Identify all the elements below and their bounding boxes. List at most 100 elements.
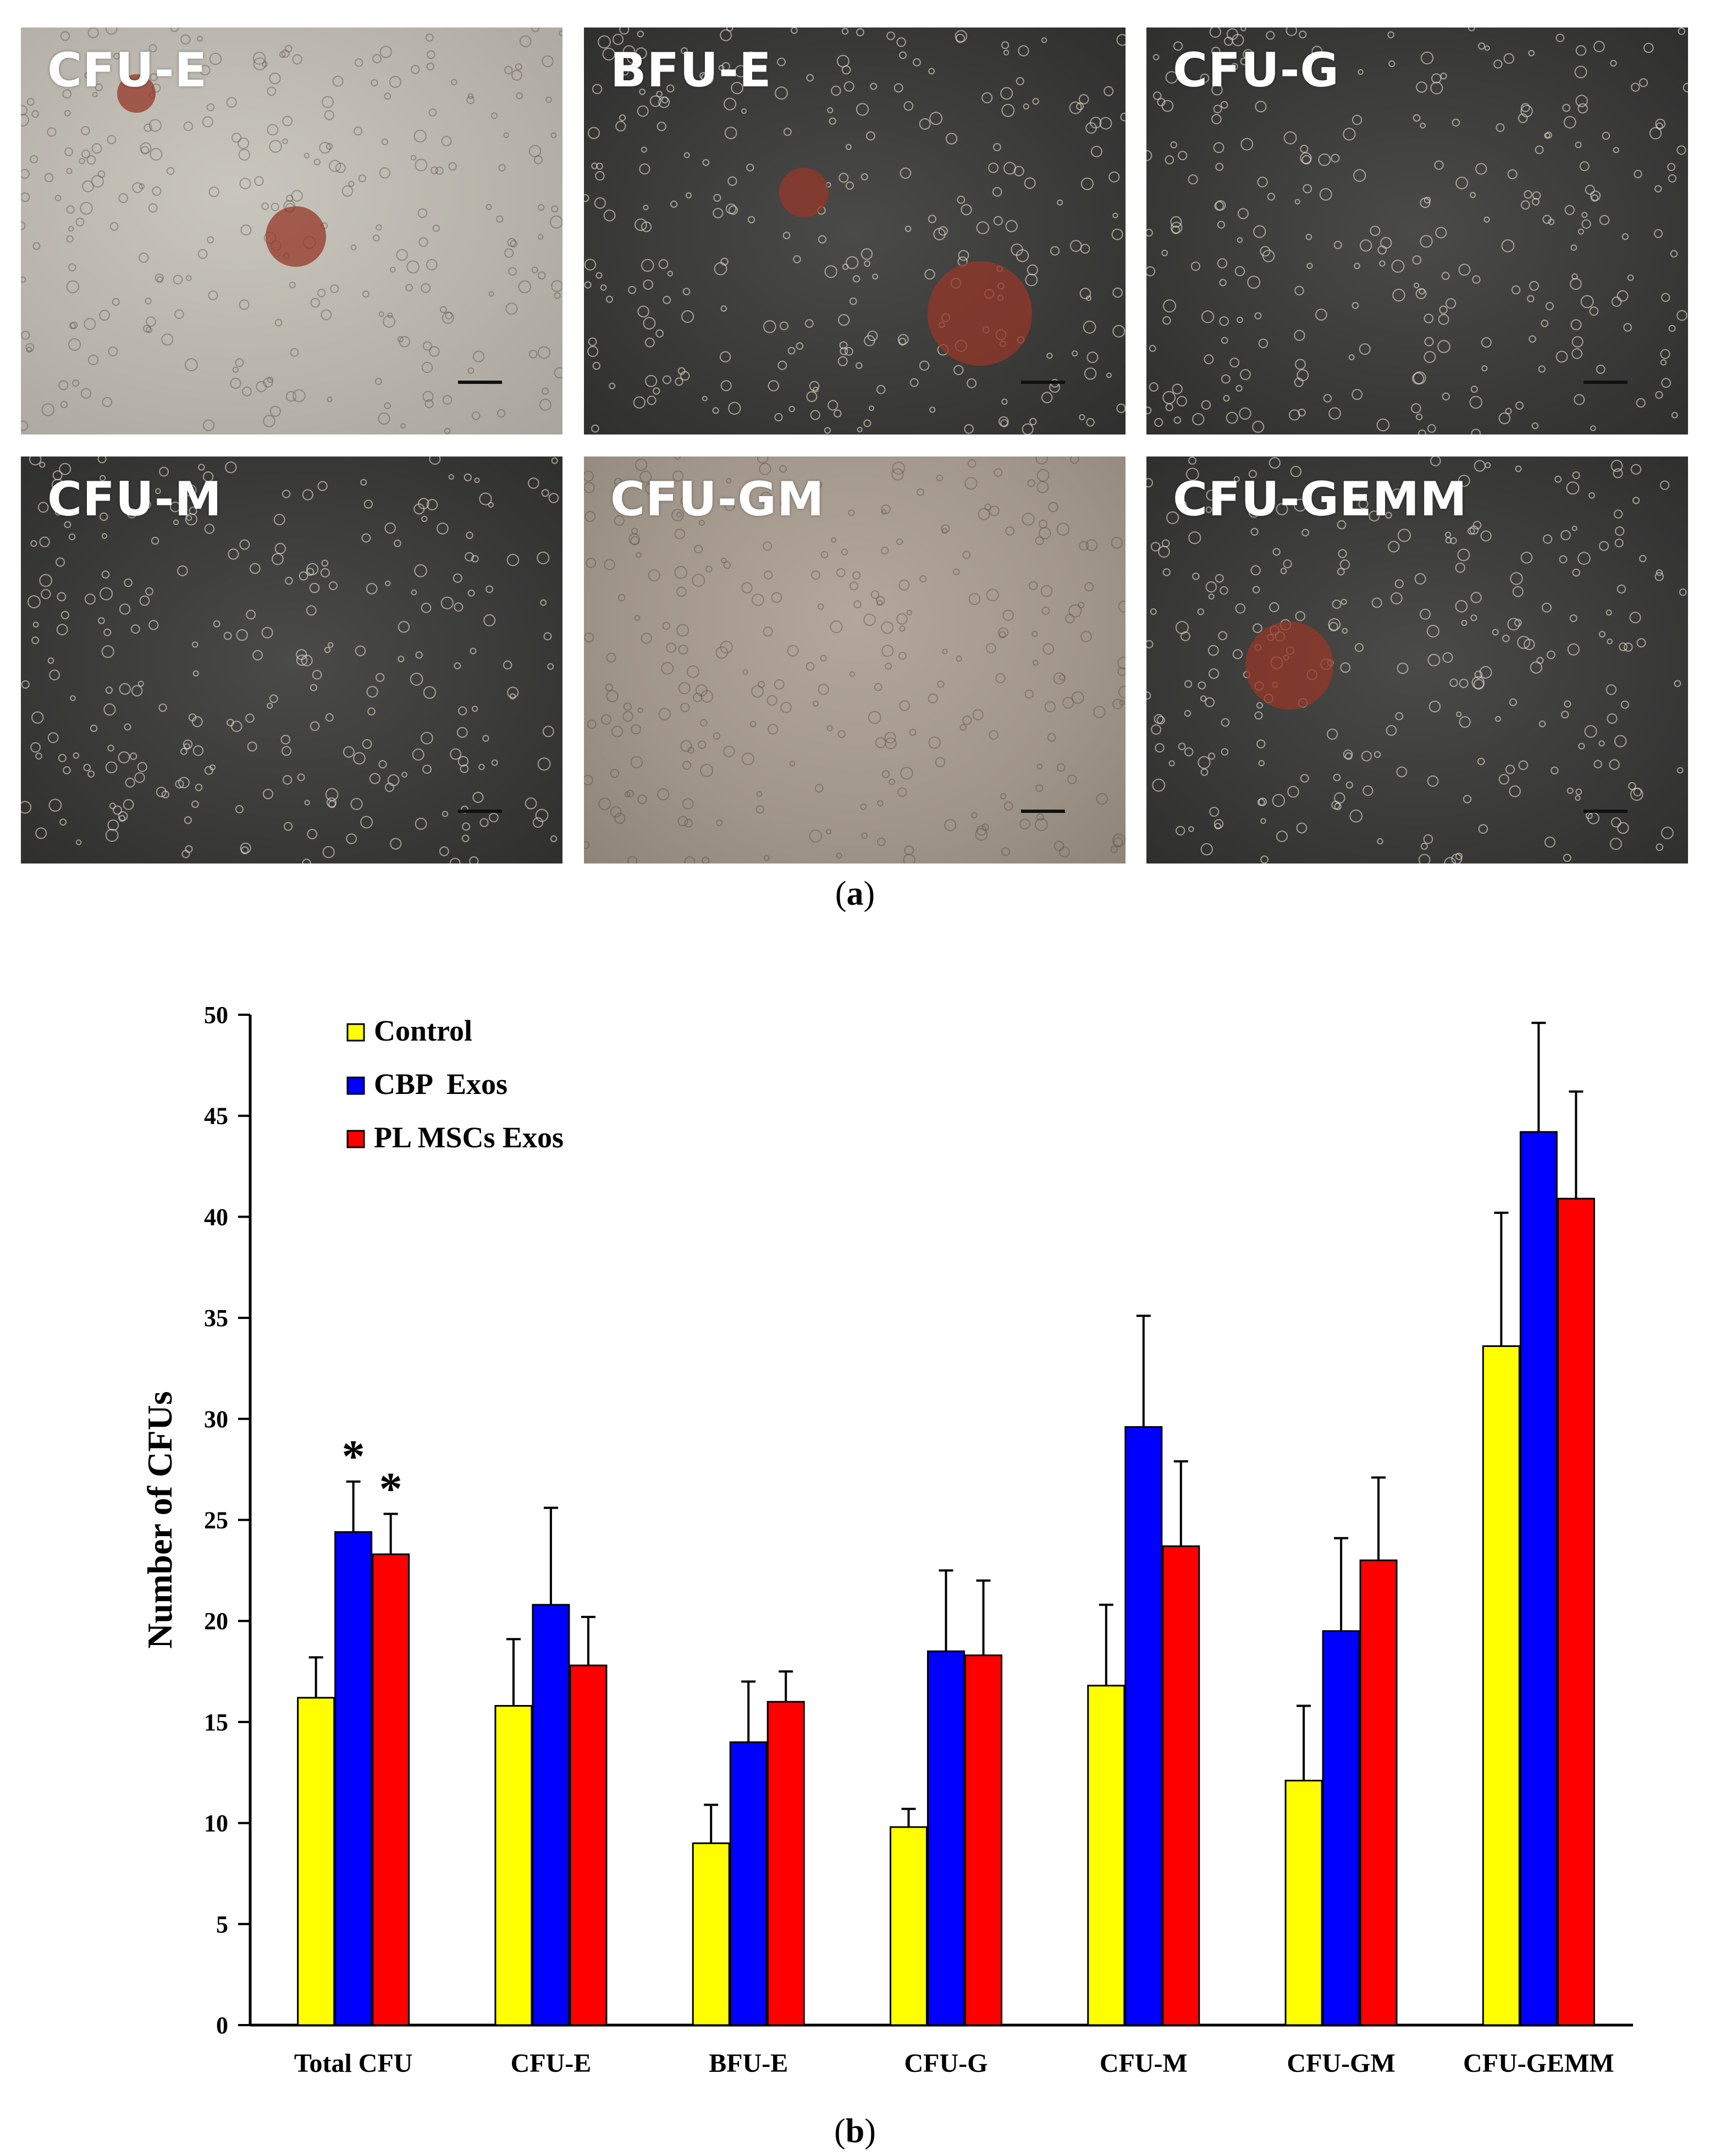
cell [467, 590, 475, 597]
cell [1344, 752, 1353, 760]
cell [1283, 559, 1292, 569]
cell [1474, 460, 1486, 472]
cell [1535, 145, 1544, 155]
cell [488, 291, 494, 297]
cell [839, 341, 848, 350]
cell [1571, 273, 1578, 280]
caption-letter: a [846, 875, 864, 912]
cell [724, 127, 737, 139]
cell [1667, 163, 1675, 172]
micrograph-background [584, 457, 1126, 864]
cell [374, 377, 383, 386]
cell [1084, 582, 1094, 592]
cell [1441, 272, 1450, 280]
cell [1276, 831, 1288, 843]
cell [757, 457, 769, 464]
cell [1628, 782, 1636, 790]
cell [622, 711, 633, 722]
cell [1069, 240, 1082, 252]
cell [870, 590, 880, 599]
cell [304, 800, 310, 806]
cell [1337, 568, 1345, 576]
cell [713, 194, 721, 202]
cell [720, 257, 729, 266]
cell [321, 309, 332, 321]
cell [428, 108, 437, 117]
cell [227, 718, 234, 727]
cell [238, 148, 251, 161]
cell [202, 419, 215, 431]
cell [170, 28, 179, 32]
caption-letter: b [845, 2113, 865, 2150]
cell [95, 83, 103, 92]
cell [267, 124, 279, 136]
cell [674, 566, 688, 579]
cell [421, 361, 433, 373]
cell [817, 603, 824, 610]
cell [1445, 531, 1452, 538]
cell [1430, 81, 1443, 95]
cell [70, 695, 76, 701]
cell [1294, 285, 1304, 296]
cell [1470, 592, 1482, 603]
cell [637, 794, 647, 804]
cell [1485, 462, 1491, 469]
cell [898, 651, 907, 660]
cell [284, 45, 293, 53]
cell [1529, 280, 1539, 291]
cell [151, 537, 159, 545]
cell [335, 162, 346, 173]
cell [146, 326, 153, 333]
cell [1566, 787, 1574, 794]
cell [1481, 365, 1488, 372]
cell [929, 112, 943, 125]
cell [687, 746, 694, 754]
cell [1470, 192, 1476, 198]
y-axis-label: Number of CFUs [140, 1391, 179, 1648]
cell [306, 563, 319, 575]
cell [1146, 406, 1152, 415]
cell [680, 740, 692, 752]
cell [856, 103, 869, 116]
cell [839, 173, 849, 183]
cell [327, 397, 333, 403]
x-category-label: CFU-GEMM [1463, 2049, 1614, 2078]
micrograph-background [1146, 457, 1688, 864]
cell [1090, 117, 1102, 129]
cell [83, 763, 91, 772]
cell [841, 548, 848, 556]
cell [150, 148, 163, 161]
cell [936, 474, 944, 482]
cell [700, 763, 714, 777]
cell [378, 311, 384, 317]
cell [1214, 823, 1221, 830]
cell [1348, 354, 1355, 360]
cell [628, 285, 636, 294]
cell [325, 788, 339, 801]
cell [787, 645, 799, 657]
cell [442, 811, 449, 817]
legend-swatch [346, 1023, 365, 1042]
bar [692, 1842, 730, 2026]
cell [405, 284, 413, 292]
cell [435, 166, 444, 175]
cell [41, 403, 55, 416]
cell [454, 602, 464, 612]
cell [1057, 199, 1063, 206]
cell [137, 762, 147, 772]
cell [184, 743, 190, 750]
cell [806, 74, 814, 82]
caption-open: ( [834, 2113, 846, 2150]
cell [961, 204, 972, 216]
cell [881, 504, 891, 514]
cell [661, 662, 674, 675]
cell [1331, 153, 1340, 163]
cell [756, 791, 763, 798]
cell [263, 789, 273, 800]
cell [1361, 751, 1372, 762]
cell [442, 395, 453, 405]
cell [1412, 255, 1422, 265]
cell [81, 149, 91, 158]
cell [666, 642, 677, 653]
cell [1254, 312, 1262, 320]
